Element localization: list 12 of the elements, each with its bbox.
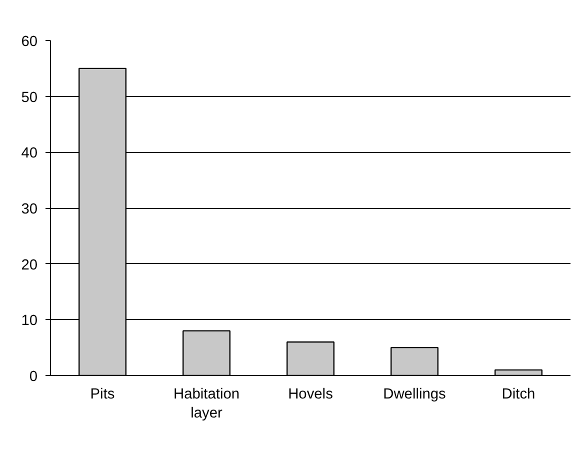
- y-tick-label: 30: [21, 202, 38, 218]
- x-tick-label: Hovels: [288, 386, 333, 402]
- y-tick-label: 10: [21, 313, 38, 330]
- x-tick-label: Pits: [90, 386, 115, 402]
- x-tick-label: Ditch: [502, 386, 536, 402]
- y-tick-label: 20: [21, 257, 38, 274]
- y-tick-label: 60: [21, 34, 38, 50]
- y-tick-label: 40: [21, 146, 38, 162]
- y-tick-label: 0: [29, 369, 38, 385]
- x-tick-label: Dwellings: [383, 386, 446, 402]
- y-tick-label: 50: [21, 90, 38, 106]
- x-tick-label: Habitation layer: [174, 386, 240, 422]
